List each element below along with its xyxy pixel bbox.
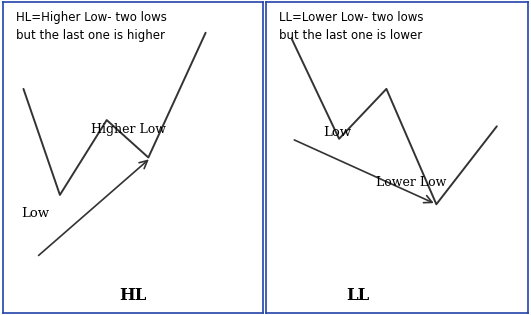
Text: Low: Low <box>21 207 49 220</box>
Text: Low: Low <box>323 126 352 139</box>
Text: Higher Low: Higher Low <box>91 123 166 136</box>
Text: LL: LL <box>346 287 369 304</box>
Text: Lower Low: Lower Low <box>376 176 446 189</box>
Text: LL=Lower Low- two lows
but the last one is lower: LL=Lower Low- two lows but the last one … <box>279 11 423 42</box>
Text: HL=Higher Low- two lows
but the last one is higher: HL=Higher Low- two lows but the last one… <box>16 11 167 42</box>
Text: HL: HL <box>119 287 147 304</box>
